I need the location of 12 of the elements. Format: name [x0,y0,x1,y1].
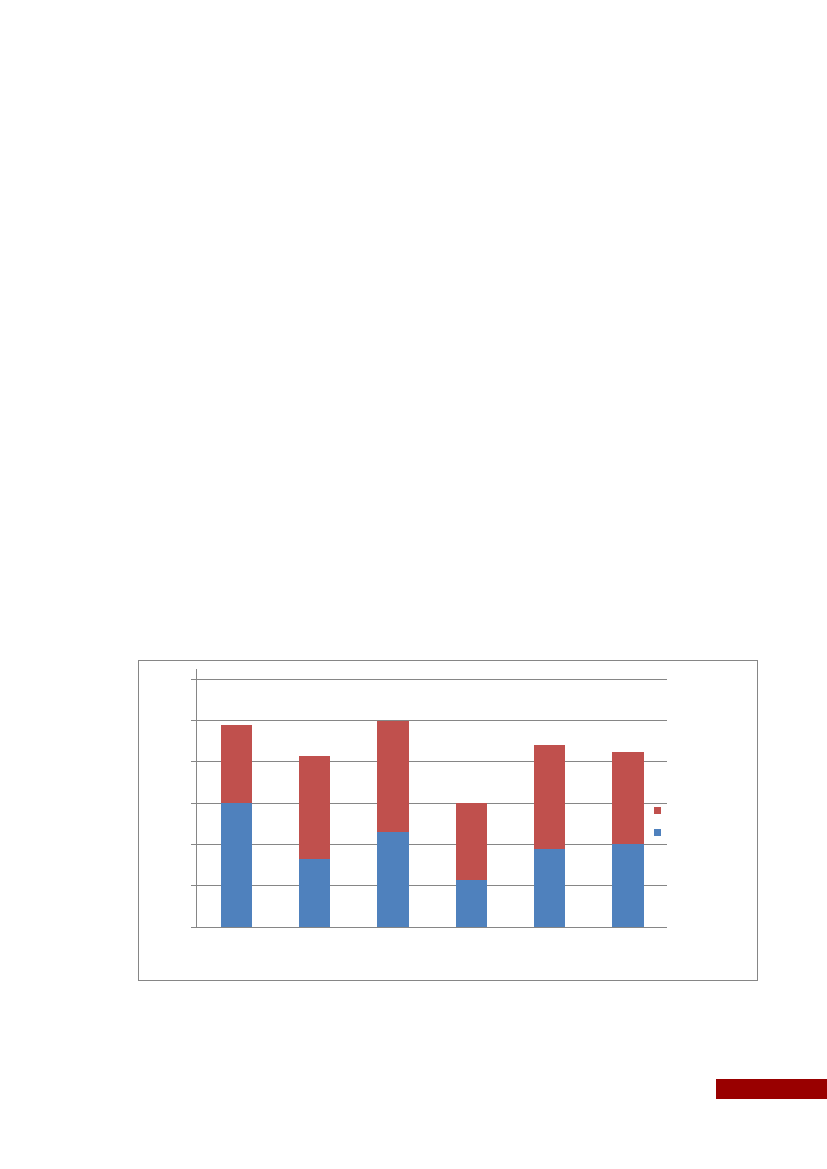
bar [298,755,331,859]
bar [377,832,409,927]
bar [455,803,487,880]
bar [298,858,331,927]
bar [533,745,566,849]
bar [455,879,487,927]
bar [533,848,566,927]
bar [377,720,409,833]
bar [612,751,644,845]
bar [612,844,644,927]
bar [220,724,252,804]
bar [220,803,252,927]
